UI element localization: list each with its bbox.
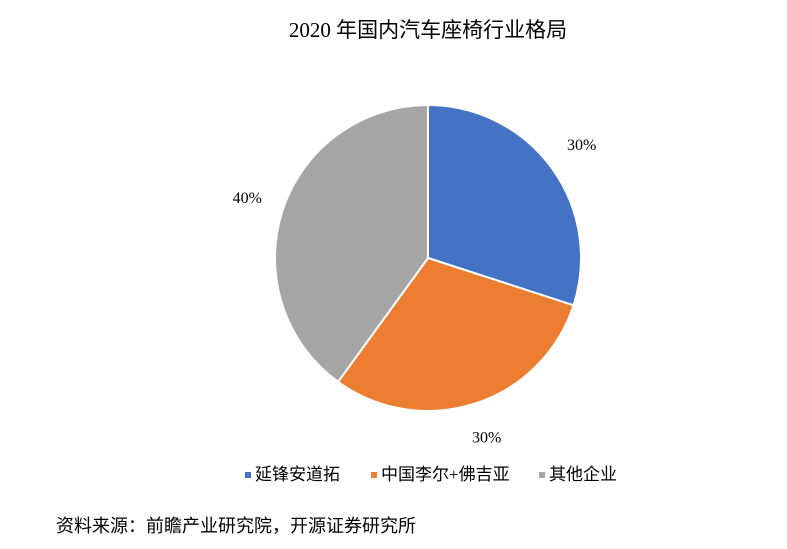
legend-label: 中国李尔+佛吉亚: [381, 465, 510, 484]
data-label: 40%: [233, 190, 262, 207]
legend-swatch: [539, 472, 545, 478]
legend-label: 其他企业: [549, 465, 617, 484]
legend-swatch: [245, 472, 251, 478]
legend-label: 延锋安道拓: [255, 465, 340, 484]
pie-slice: [274, 103, 429, 384]
pie-slice: [427, 103, 582, 307]
source-note: 资料来源：前瞻产业研究院，开源证券研究所: [56, 516, 416, 536]
data-label: 30%: [567, 137, 596, 154]
data-label: 30%: [472, 429, 501, 446]
chart-title: 2020 年国内汽车座椅行业格局: [289, 18, 567, 42]
legend-swatch: [371, 472, 377, 478]
pie-slice: [336, 256, 575, 412]
